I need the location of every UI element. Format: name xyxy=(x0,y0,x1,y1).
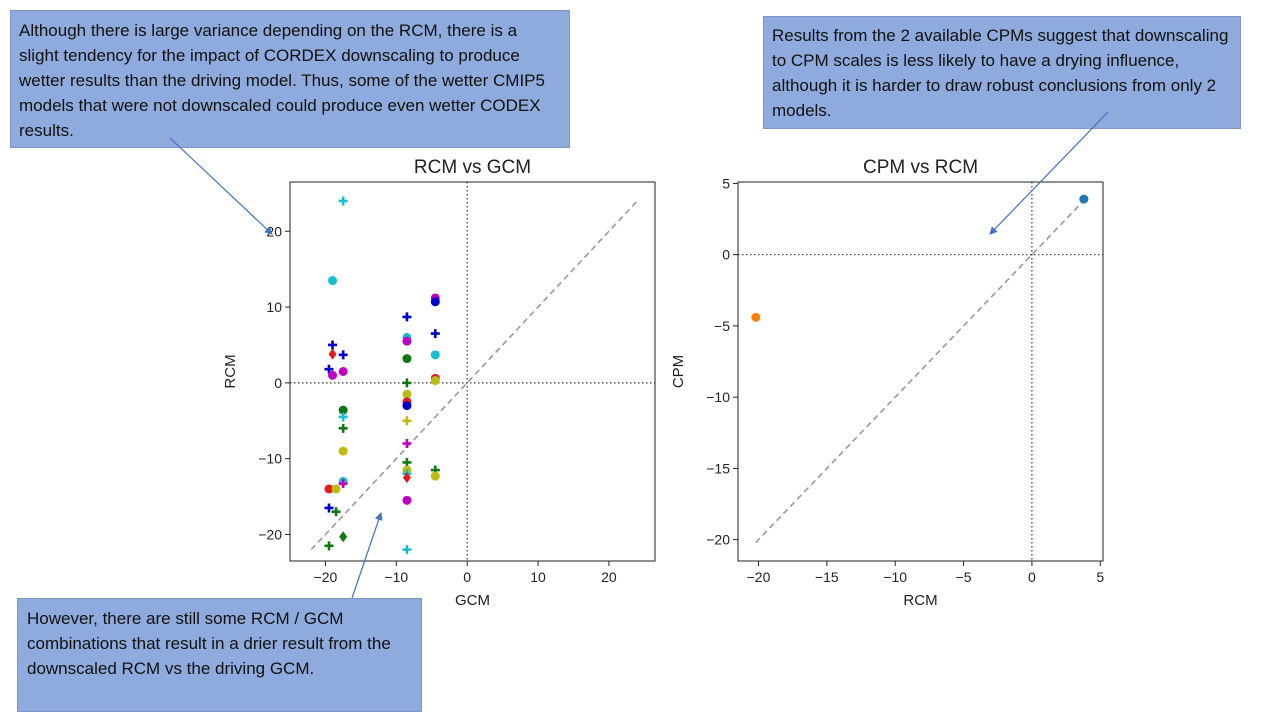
x-tick-label: −20 xyxy=(747,569,771,585)
chart-title: RCM vs GCM xyxy=(414,157,531,178)
annotation-box-cpm-results: Results from the 2 available CPMs sugges… xyxy=(763,16,1241,129)
data-point xyxy=(338,479,348,489)
data-point xyxy=(430,471,440,481)
y-axis-label: CPM xyxy=(670,355,687,388)
data-point xyxy=(338,412,348,422)
data-point xyxy=(339,531,348,543)
y-tick-label: −15 xyxy=(706,460,730,476)
annotation-arrows xyxy=(169,111,1109,599)
cpm-vs-rcm-chart: −20 −15 −10 −5 0 5 −20 −15 −10 −5 0 5 CPM vs RCM RCM C… xyxy=(670,157,1104,609)
x-tick-label: 10 xyxy=(530,569,546,585)
x-tick-label: −20 xyxy=(314,569,338,585)
y-tick-label: 5 xyxy=(722,175,730,191)
data-point xyxy=(338,196,348,206)
x-axis-label: RCM xyxy=(903,592,937,609)
plot-frame xyxy=(289,181,656,562)
data-point xyxy=(751,312,761,322)
data-point xyxy=(430,350,440,360)
data-point xyxy=(328,370,338,380)
annotation-text-drier-combinations: However, there are still some RCM / GCM … xyxy=(27,609,391,678)
data-point xyxy=(1079,194,1089,204)
data-point xyxy=(331,484,341,494)
data-point xyxy=(402,378,412,388)
x-tick-label: −15 xyxy=(815,569,839,585)
x-tick-label: −5 xyxy=(956,569,972,585)
data-point xyxy=(324,503,334,513)
one-to-one-line xyxy=(755,197,1088,544)
annotation-box-drier-combinations: However, there are still some RCM / GCM … xyxy=(17,598,422,712)
y-tick-label: −20 xyxy=(706,532,730,548)
x-axis-label: GCM xyxy=(455,592,490,609)
y-tick-label: −10 xyxy=(258,451,282,467)
data-point xyxy=(402,354,412,364)
y-tick-label: −5 xyxy=(714,318,730,334)
data-point xyxy=(402,312,412,322)
data-point xyxy=(328,348,337,360)
annotation-text-cpm-results: Results from the 2 available CPMs sugges… xyxy=(772,26,1229,120)
data-point xyxy=(402,416,412,426)
x-tick-label: 0 xyxy=(463,569,471,585)
y-tick-label: 0 xyxy=(274,375,282,391)
data-point xyxy=(402,495,412,505)
y-tick-label: −20 xyxy=(258,526,282,542)
x-tick-label: 20 xyxy=(601,569,617,585)
data-point xyxy=(331,507,341,517)
data-point xyxy=(402,545,412,555)
data-point xyxy=(430,329,440,339)
data-point xyxy=(338,423,348,433)
data-point xyxy=(430,297,440,307)
arrow-to-drier-region xyxy=(351,512,383,599)
x-tick-label: 0 xyxy=(1028,569,1036,585)
data-point xyxy=(324,484,334,494)
annotation-text-wetter-tendency: Although there is large variance dependi… xyxy=(19,21,545,140)
x-tick-label: −10 xyxy=(384,569,408,585)
y-tick-label: −10 xyxy=(706,389,730,405)
data-point xyxy=(402,472,411,484)
x-tick-label: −10 xyxy=(883,569,907,585)
x-tick-label: 5 xyxy=(1096,569,1104,585)
data-point xyxy=(338,405,348,415)
one-to-one-line xyxy=(310,200,638,551)
data-point xyxy=(324,364,334,374)
y-tick-label: 0 xyxy=(722,247,730,263)
data-point xyxy=(328,276,338,286)
data-point xyxy=(402,439,412,449)
plot-frame xyxy=(737,181,1104,562)
annotation-box-wetter-tendency: Although there is large variance dependi… xyxy=(10,10,570,148)
data-point xyxy=(402,401,412,411)
data-point xyxy=(338,367,348,376)
data-point xyxy=(324,541,334,551)
chart-title: CPM vs RCM xyxy=(863,157,978,178)
y-axis-label: RCM xyxy=(222,354,239,388)
y-tick-label: 10 xyxy=(266,299,282,315)
data-point xyxy=(402,457,412,467)
data-point xyxy=(338,350,348,360)
data-point xyxy=(328,340,338,350)
data-point xyxy=(430,376,440,386)
arrow-to-wet-outlier xyxy=(169,137,273,235)
data-point xyxy=(338,446,348,456)
data-point xyxy=(402,336,412,346)
arrow-to-cpm-region xyxy=(989,111,1109,235)
data-point xyxy=(402,389,412,399)
